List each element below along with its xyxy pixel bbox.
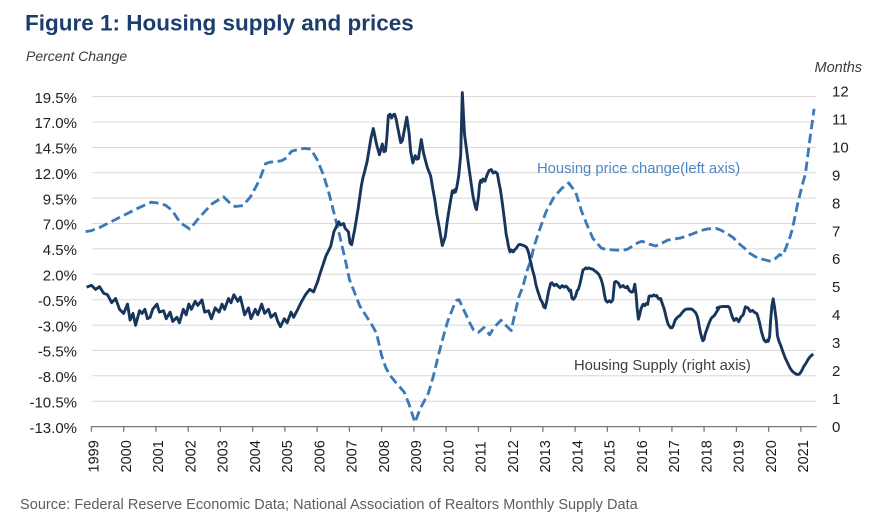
svg-text:Housing price change(left axis: Housing price change(left axis): [537, 161, 740, 177]
svg-text:-8.0%: -8.0%: [38, 369, 77, 386]
svg-text:2016: 2016: [635, 440, 651, 472]
svg-text:Housing Supply (right axis): Housing Supply (right axis): [574, 358, 751, 374]
svg-text:2009: 2009: [409, 440, 425, 472]
svg-text:2.0%: 2.0%: [43, 268, 77, 285]
svg-text:9.5%: 9.5%: [43, 191, 77, 208]
svg-text:14.5%: 14.5%: [34, 141, 77, 158]
svg-text:-0.5%: -0.5%: [38, 293, 77, 310]
svg-text:7.0%: 7.0%: [43, 217, 77, 234]
svg-text:17.0%: 17.0%: [34, 115, 77, 132]
svg-text:2014: 2014: [570, 440, 586, 472]
svg-text:19.5%: 19.5%: [34, 90, 77, 107]
svg-text:Source: Federal Reserve Econom: Source: Federal Reserve Economic Data; N…: [20, 497, 639, 513]
svg-text:12.0%: 12.0%: [34, 166, 77, 183]
svg-text:10: 10: [832, 140, 849, 157]
svg-text:Percent Change: Percent Change: [26, 48, 127, 64]
svg-text:2005: 2005: [280, 440, 296, 472]
svg-text:-5.5%: -5.5%: [38, 344, 77, 361]
svg-text:-10.5%: -10.5%: [29, 394, 77, 411]
svg-text:2004: 2004: [248, 440, 264, 472]
svg-text:2013: 2013: [538, 440, 554, 472]
svg-text:11: 11: [832, 112, 848, 129]
svg-text:2012: 2012: [506, 440, 522, 472]
svg-text:2001: 2001: [151, 440, 167, 472]
svg-text:2010: 2010: [441, 440, 457, 472]
svg-text:7: 7: [832, 223, 840, 240]
svg-text:4.5%: 4.5%: [43, 242, 77, 259]
svg-text:2007: 2007: [345, 440, 361, 472]
svg-text:2008: 2008: [377, 440, 393, 472]
svg-text:2020: 2020: [764, 440, 780, 472]
svg-text:1999: 1999: [87, 440, 103, 472]
svg-text:4: 4: [832, 307, 840, 324]
svg-text:3: 3: [832, 335, 840, 352]
svg-text:2: 2: [832, 363, 840, 380]
svg-text:5: 5: [832, 279, 840, 296]
svg-text:9: 9: [832, 167, 840, 184]
svg-text:Months: Months: [815, 60, 863, 76]
svg-text:2015: 2015: [603, 440, 619, 472]
svg-text:0: 0: [832, 419, 840, 436]
svg-text:2000: 2000: [119, 440, 135, 472]
svg-text:2003: 2003: [216, 440, 232, 472]
svg-text:2011: 2011: [474, 441, 490, 472]
svg-text:2018: 2018: [699, 440, 715, 472]
svg-text:2019: 2019: [732, 440, 748, 472]
svg-text:6: 6: [832, 251, 840, 268]
svg-text:12: 12: [832, 84, 849, 101]
svg-text:8: 8: [832, 195, 840, 212]
svg-text:Figure 1: Housing supply and p: Figure 1: Housing supply and prices: [25, 11, 414, 36]
svg-text:2017: 2017: [667, 440, 683, 472]
svg-text:1: 1: [832, 391, 840, 408]
svg-text:-13.0%: -13.0%: [29, 420, 77, 437]
svg-text:-3.0%: -3.0%: [38, 318, 77, 335]
svg-text:2021: 2021: [796, 440, 812, 472]
svg-text:2006: 2006: [312, 440, 328, 472]
svg-text:2002: 2002: [183, 440, 199, 472]
